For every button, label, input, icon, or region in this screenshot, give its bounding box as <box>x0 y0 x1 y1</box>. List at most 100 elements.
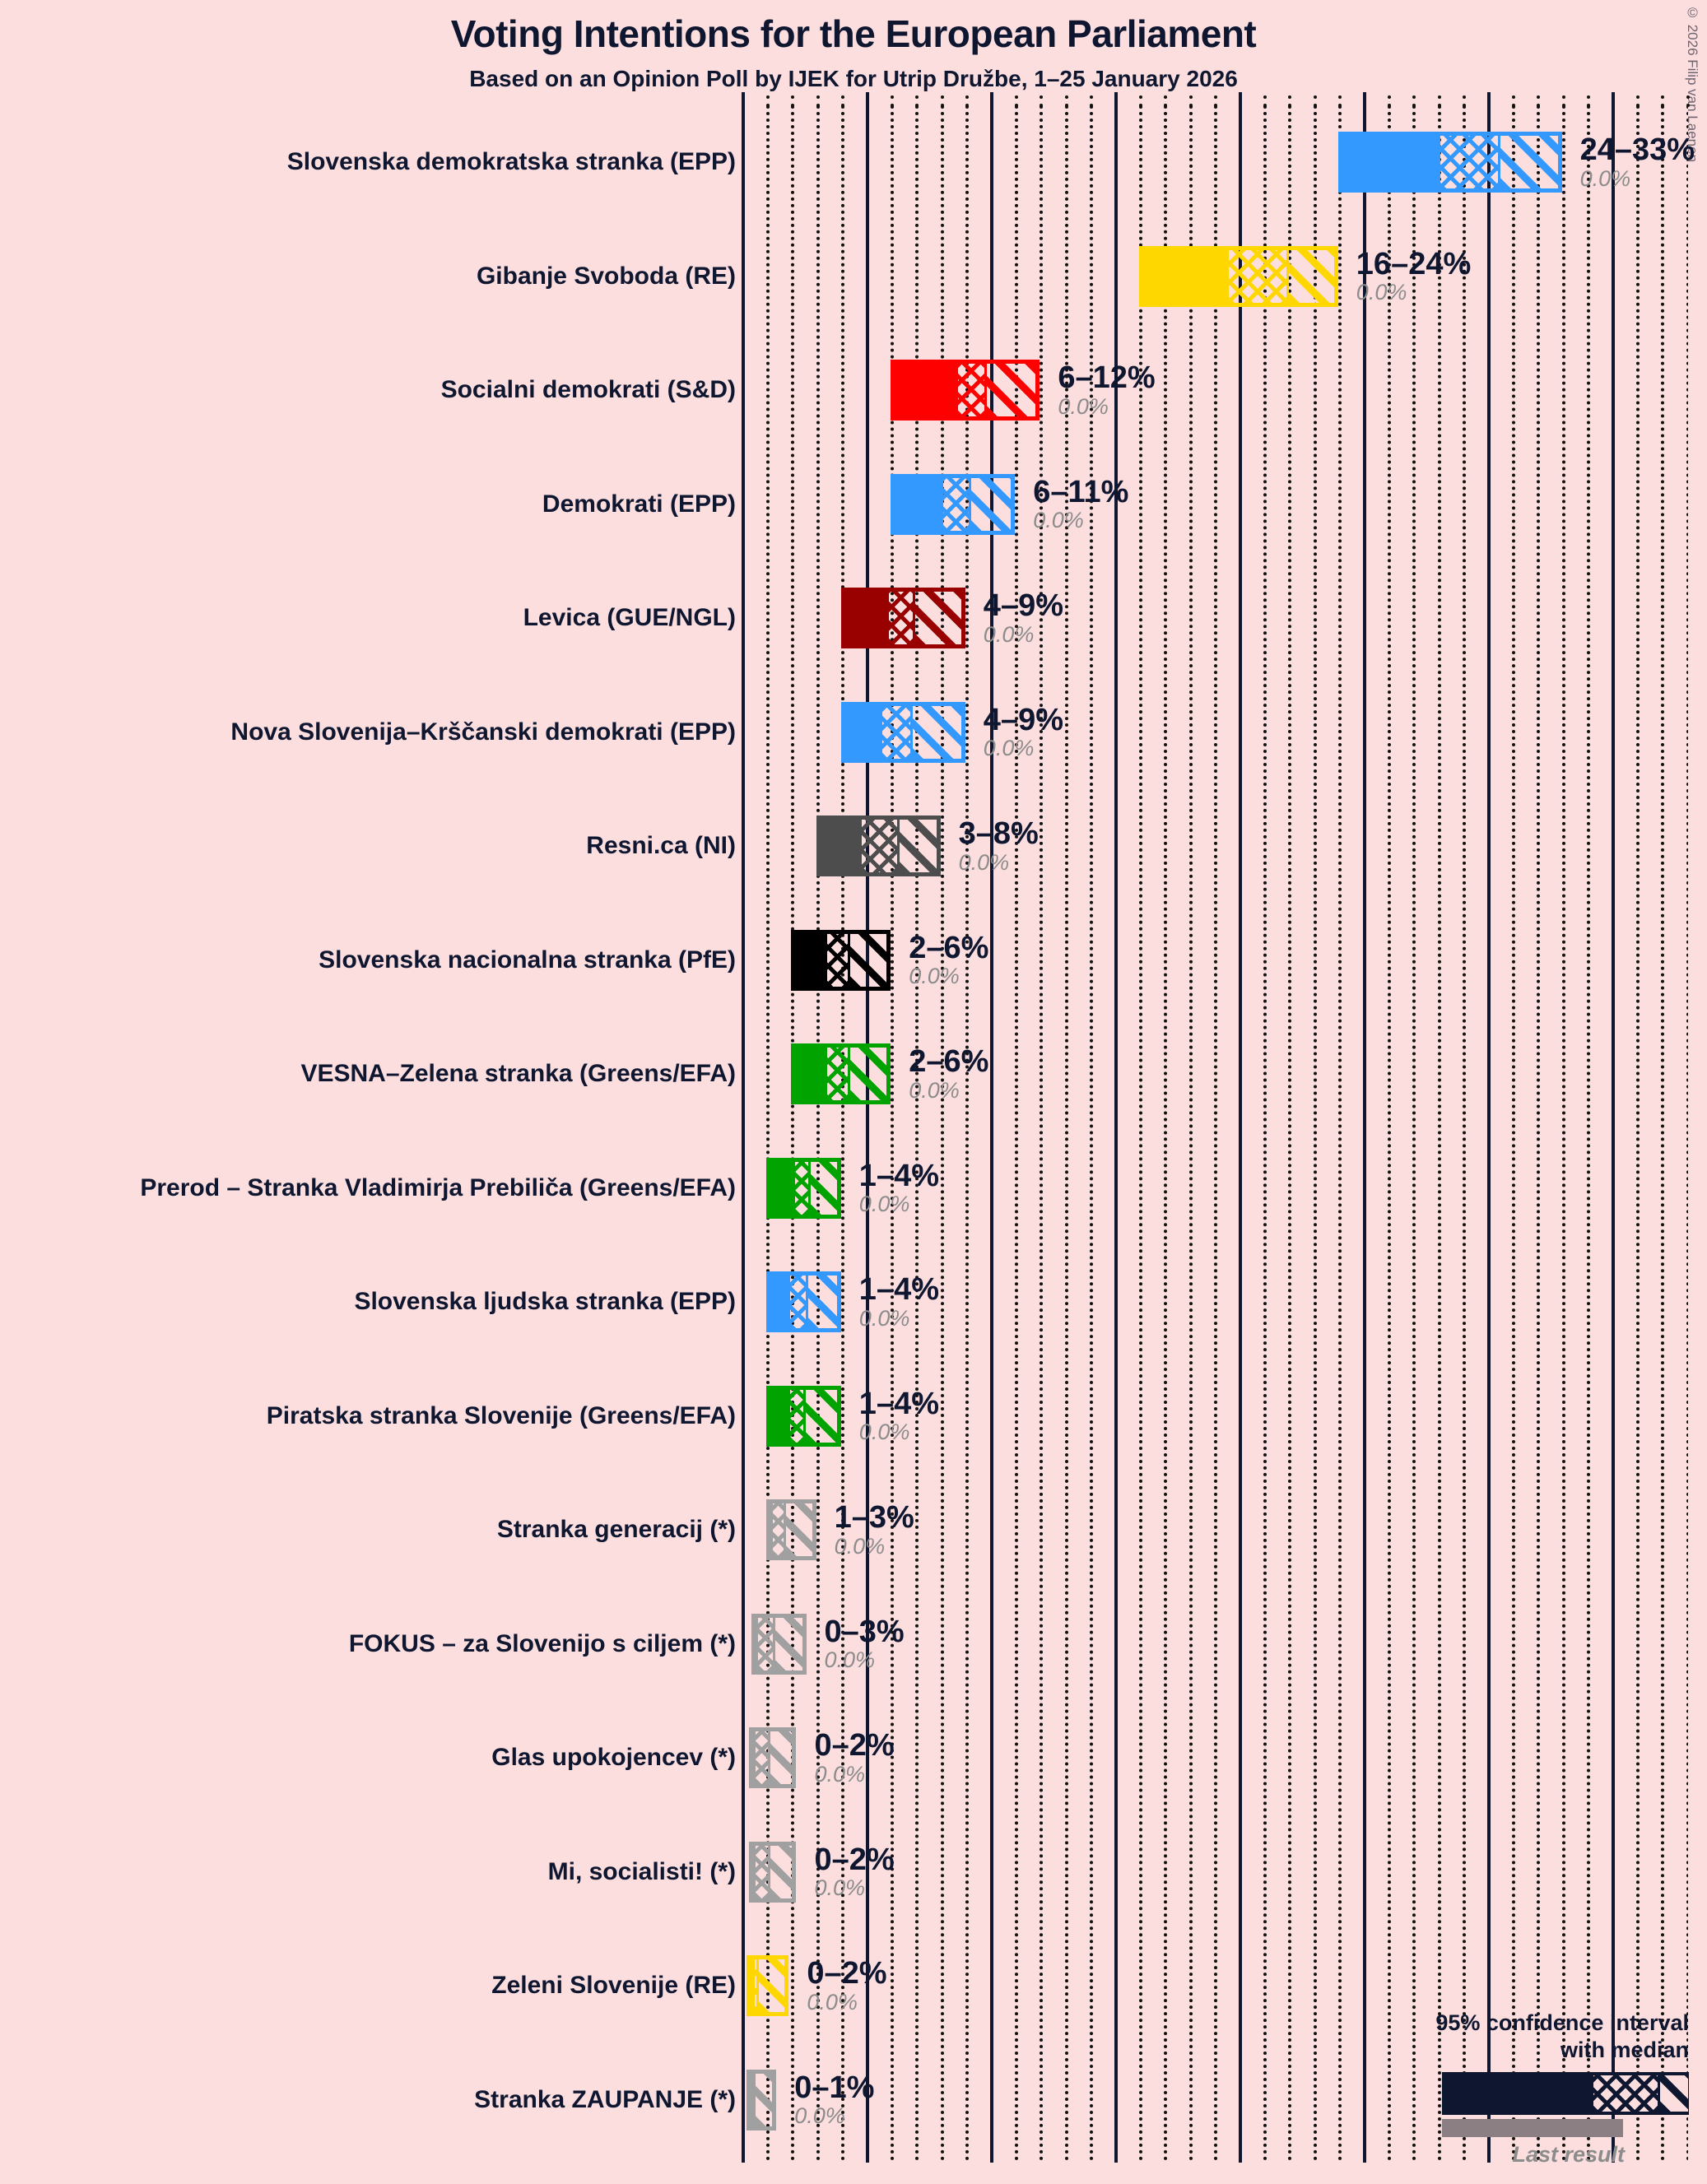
bar-body <box>749 1727 797 1788</box>
chart-row: Slovenska demokratska stranka (EPP) 24–33… <box>0 105 1707 219</box>
gridline-minor <box>1636 105 1640 2163</box>
confidence-interval-bar[interactable] <box>891 360 1040 421</box>
party-label: Nova Slovenija–Krščanski demokrati (EPP) <box>230 718 736 746</box>
gridline-minor <box>1188 105 1193 2163</box>
bar-segment-median <box>895 364 956 416</box>
bar-body <box>747 2069 777 2131</box>
confidence-interval-bar[interactable] <box>749 1727 797 1788</box>
bar-segment-inner-interval <box>753 1731 768 1784</box>
copyright-notice: © 2026 Filip van Laenen <box>1685 5 1700 163</box>
bar-segment-median <box>770 1276 788 1328</box>
bar-segment-outer-interval <box>1497 136 1558 188</box>
bar-segment-outer-interval <box>756 1959 785 2012</box>
value-range: 2–6% <box>909 1043 989 1079</box>
axis-tick-minor <box>1462 95 1466 107</box>
value-range: 6–12% <box>1058 360 1156 395</box>
legend-segment-cross <box>1593 2075 1658 2112</box>
bar-segment-outer-interval <box>806 1276 837 1328</box>
legend-last-result-swatch <box>1442 2119 1623 2137</box>
chart-row: Levica (GUE/NGL) 4–9% 0.0% <box>0 561 1707 675</box>
axis-tick-minor <box>1040 95 1044 107</box>
bar-segment-median <box>844 592 887 644</box>
value-label-group: 0–2% 0.0% <box>814 1842 894 1899</box>
axis-tick-minor <box>1412 95 1416 107</box>
bar-segment-inner-interval <box>1226 249 1286 303</box>
bar-segment-inner-interval <box>792 1161 808 1215</box>
axis-tick-major <box>742 92 745 109</box>
chart-row: Nova Slovenija–Krščanski demokrati (EPP)… <box>0 676 1707 789</box>
axis-tick-minor <box>1288 95 1292 107</box>
chart-legend: 95% confidence interval with median Last… <box>1343 2010 1689 2168</box>
legend-title: 95% confidence interval with median <box>1343 2010 1689 2064</box>
party-label: Prerod – Stranka Vladimirja Prebiliča (G… <box>140 1173 736 1201</box>
value-label-group: 1–3% 0.0% <box>835 1501 914 1558</box>
bar-segment-inner-interval <box>886 592 913 644</box>
bar-body <box>766 1271 841 1332</box>
confidence-interval-bar[interactable] <box>1337 132 1562 193</box>
confidence-interval-bar[interactable] <box>766 1157 841 1219</box>
axis-tick-minor <box>1188 95 1193 107</box>
value-last-result: 0.0% <box>983 736 1035 761</box>
bar-segment-inner-interval <box>825 933 849 987</box>
gridline-minor <box>1089 105 1093 2163</box>
confidence-interval-bar[interactable] <box>749 1841 797 1903</box>
gridline-minor <box>1313 105 1317 2163</box>
axis-tick-minor <box>1089 95 1093 107</box>
confidence-interval-bar[interactable] <box>840 701 965 763</box>
value-label-group: 0–2% 0.0% <box>814 1729 894 1786</box>
gridline-minor <box>1337 105 1342 2163</box>
value-last-result: 0.0% <box>1356 280 1407 305</box>
bar-body <box>816 816 941 876</box>
value-label-group: 3–8% 0.0% <box>958 817 1039 875</box>
bar-segment-inner-interval <box>1438 136 1498 188</box>
confidence-interval-bar[interactable] <box>791 1043 891 1104</box>
value-range: 6–11% <box>1033 474 1129 509</box>
value-label-group: 2–6% 0.0% <box>909 1043 989 1102</box>
value-range: 0–3% <box>824 1614 905 1649</box>
axis-tick-minor <box>1586 95 1590 107</box>
legend-title-line1: 95% confidence interval <box>1435 2010 1689 2036</box>
bar-segment-inner-interval <box>751 2073 754 2126</box>
axis-tick-minor <box>1313 95 1317 107</box>
axis-tick-minor <box>791 95 795 107</box>
confidence-interval-bar[interactable] <box>816 816 941 876</box>
confidence-interval-bar[interactable] <box>751 1613 807 1675</box>
chart-row: Stranka ZAUPANJE (*) 0–1% 0.0% <box>0 2043 1707 2157</box>
legend-last-result-swatch-wrap <box>1343 2119 1689 2139</box>
party-label: Slovenska demokratska stranka (EPP) <box>286 148 736 175</box>
value-label-group: 1–4% 0.0% <box>859 1273 939 1330</box>
value-last-result: 0.0% <box>1579 165 1631 191</box>
bar-segment-outer-interval <box>848 933 887 987</box>
value-label-group: 4–9% 0.0% <box>983 703 1063 761</box>
bar-segment-inner-interval <box>753 1845 768 1898</box>
confidence-interval-bar[interactable] <box>766 1499 816 1560</box>
confidence-interval-bar[interactable] <box>747 2069 777 2131</box>
gridline-minor <box>840 105 844 2163</box>
confidence-interval-bar[interactable] <box>891 473 1016 535</box>
axis-tick-minor <box>816 95 820 107</box>
chart-row: VESNA–Zelena stranka (Greens/EFA) 2–6% 0.0… <box>0 1017 1707 1131</box>
confidence-interval-bar[interactable] <box>766 1385 841 1447</box>
confidence-interval-bar[interactable] <box>791 929 891 991</box>
bar-body <box>891 360 1040 421</box>
confidence-interval-bar[interactable] <box>1139 245 1338 307</box>
value-label-group: 16–24% 0.0% <box>1356 247 1471 305</box>
bar-body <box>1337 132 1562 193</box>
gridline-minor <box>1139 105 1143 2163</box>
gridline-minor <box>1686 105 1688 2163</box>
bar-body <box>766 1157 841 1219</box>
bar-body <box>840 701 965 763</box>
confidence-interval-bar[interactable] <box>747 1955 789 2016</box>
confidence-interval-bar[interactable] <box>766 1271 841 1332</box>
gridline-minor <box>1388 105 1392 2163</box>
gridline-minor <box>1412 105 1416 2163</box>
gridline-major <box>1487 105 1491 2163</box>
confidence-interval-bar[interactable] <box>840 588 965 648</box>
axis-tick-minor <box>1337 95 1342 107</box>
gridline-minor <box>1512 105 1516 2163</box>
gridline-minor <box>1661 105 1665 2163</box>
value-last-result: 0.0% <box>958 849 1010 875</box>
bar-segment-outer-interval <box>772 1617 802 1671</box>
axis-tick-minor <box>940 95 944 107</box>
gridline-major <box>1363 105 1366 2163</box>
